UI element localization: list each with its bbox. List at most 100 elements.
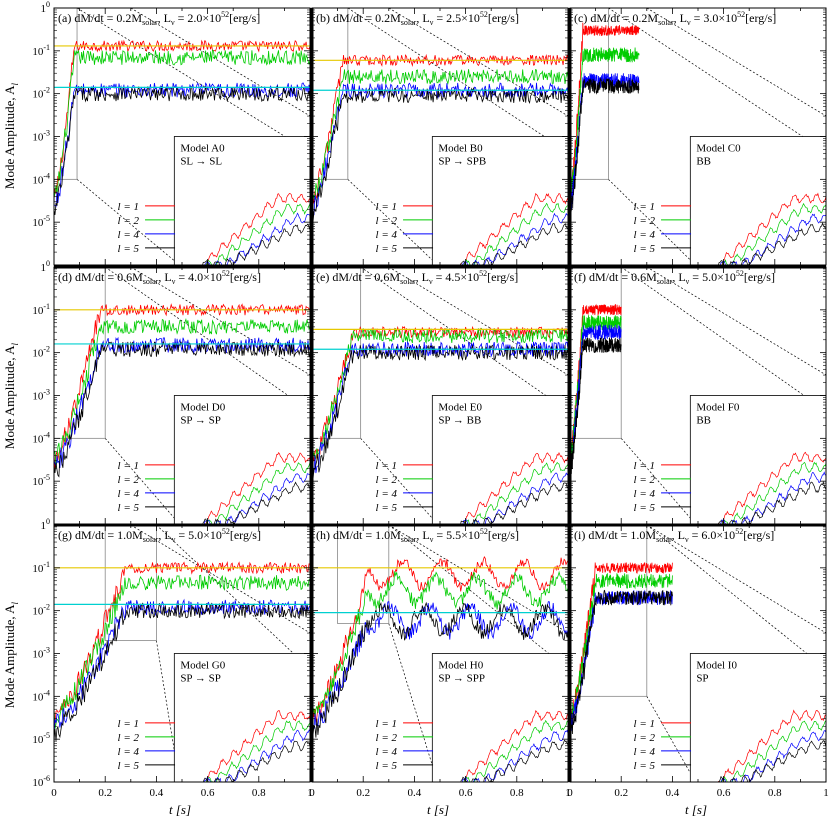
legend-label: l = 5 [118,502,140,514]
legend-label: l = 5 [634,243,656,255]
transition-label: SP [696,673,708,685]
x-tick-label: 1 [565,787,571,799]
inset-series-l4-line [203,729,310,782]
y-tick-label: 10-2 [32,86,50,101]
legend-label: l = 4 [376,488,398,500]
x-axis-label-1: t [s] [169,802,191,817]
series-l2-line [54,318,310,468]
legend-label: l = 4 [634,488,656,500]
series-l2-line [570,573,673,721]
frames-layer [53,7,827,783]
panel-title: (g) dM/dt = 1.0Msolar, Lν = 5.0×1052[erg… [58,527,261,544]
zoom-connector-upper [646,525,826,670]
model-name: Model A0 [180,143,225,155]
inset-series-l1-line [205,192,310,265]
zoom-connector-diagonal [646,8,826,117]
x-tick-label: 0 [567,787,573,799]
inset-series-l5-line [460,482,568,524]
legend-label: l = 2 [118,474,140,486]
legend-label: l = 4 [118,746,140,758]
inset-series-l5-line [460,223,568,265]
x-tick-label: 0.4 [666,787,680,799]
panel-title: (f) dM/dt = 0.6Msolar, Lν = 5.0×1052[erg… [574,269,775,286]
zoom-connector-lower [620,438,696,524]
series-l5-line [312,601,568,738]
inset-box [173,653,310,782]
zoom-connector-diagonal [646,267,826,376]
zoom-box [570,8,609,180]
x-tick-label: 0.2 [614,787,628,799]
x-tick-label: 0.2 [98,787,112,799]
panel-title: (e) dM/dt = 0.6Msolar, Lν = 4.5×1052[erg… [316,269,518,286]
legend-label: l = 4 [376,746,398,758]
y-tick-label: 10-1 [32,43,50,58]
legend-label: l = 4 [634,229,656,241]
inset-series-l4-line [203,473,310,524]
x-tick-label: 0.6 [459,787,473,799]
inset-series-l2-line [463,461,568,524]
inset-series-l5-line [202,481,310,524]
legend-label: l = 2 [376,215,398,227]
x-tick-label: 1 [307,787,313,799]
series-l5-line [312,344,568,481]
model-name: Model C0 [696,143,741,155]
x-tick-label: 0.8 [252,787,266,799]
y-tick-label: 10-3 [32,388,50,403]
zoom-connector-lower [347,179,438,265]
y-tick-label: 10-2 [32,603,50,618]
inset-series-l5-line [718,481,826,524]
series-l2-line [54,574,310,729]
series-l1-line [570,562,673,724]
transition-label: SL → SL [180,156,222,168]
panel-title: (i) dM/dt = 1.0Msolar, Lν = 6.0×1052[erg… [574,527,774,544]
zoom-box [570,525,648,697]
legend-label: l = 5 [634,502,656,514]
legend-label: l = 1 [376,201,397,213]
inset-series-l2-line [205,203,310,265]
legend-label: l = 2 [634,732,656,744]
transition-label: SP → SP [180,673,221,685]
series-l1-line [312,555,568,723]
series-l4-line [54,598,310,737]
inset-series-l2-line [722,202,826,265]
x-axis-label-2: t [s] [427,802,449,817]
legend-label: l = 2 [118,215,140,227]
legend-label: l = 2 [634,215,656,227]
inset-series-l1-line [463,451,568,524]
legend-label: l = 5 [634,760,656,772]
legend-label: l = 5 [376,243,398,255]
legend-label: l = 1 [376,718,397,730]
legend-label: l = 4 [634,746,656,758]
legend-label: l = 5 [118,243,140,255]
y-tick-label: 10 [41,517,51,532]
zoom-connector-diagonal [388,525,568,634]
zoom-box [104,525,157,642]
x-tick-label: 0.4 [408,787,422,799]
inset-series-l5-line [717,222,826,265]
legend-label: l = 4 [118,488,140,500]
inset-box [173,136,310,265]
legend-label: l = 2 [376,474,398,486]
panel-title: (a) dM/dt = 0.2Msolar, Lν = 2.0×1052[erg… [58,10,260,27]
inset-box [431,136,568,265]
panel-title: (h) dM/dt = 1.0Msolar, Lν = 5.5×1052[erg… [316,527,519,544]
legend-label: l = 4 [376,229,398,241]
legend-label: l = 5 [376,760,398,772]
x-tick-label: 1 [823,787,829,799]
zoom-connector-upper [347,8,568,153]
inset-series-l2-line [463,202,568,265]
zoom-connector-diagonal [388,267,568,376]
inset-series-l4-line [720,730,826,782]
inset-series-l5-line [202,224,310,265]
zoom-connector-upper [104,267,310,412]
zoom-connector-diagonal [130,525,310,634]
legend-label: l = 2 [376,732,398,744]
inset-series-l5-line [718,740,826,782]
x-tick-label: 0.2 [356,787,370,799]
zoom-box [54,8,78,180]
